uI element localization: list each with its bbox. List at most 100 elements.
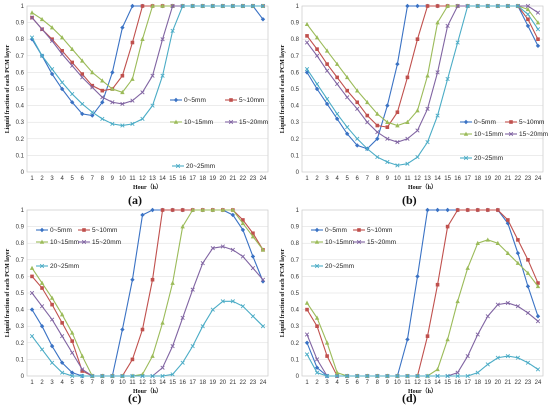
data-point	[395, 373, 400, 379]
data-point	[304, 300, 310, 305]
data-point	[385, 119, 390, 124]
data-point	[365, 113, 370, 118]
data-point	[210, 246, 215, 251]
data-point	[90, 85, 95, 90]
data-point	[304, 66, 310, 72]
data-point	[180, 315, 185, 321]
y-tick-label: 1	[21, 208, 25, 214]
data-point	[220, 244, 225, 249]
data-point	[505, 3, 510, 9]
legend-label: 20~25mm	[325, 263, 354, 270]
y-tick-label: 0.6	[291, 274, 300, 280]
x-tick-label: 13	[424, 176, 431, 182]
x-tick-label: 2	[40, 380, 44, 386]
data-point	[59, 312, 65, 317]
y-tick-label: 0.1	[16, 357, 25, 363]
data-point	[345, 125, 350, 130]
data-point	[345, 95, 350, 100]
data-point	[385, 125, 390, 129]
data-point	[210, 207, 215, 212]
data-point	[334, 370, 340, 375]
x-tick-label: 8	[101, 380, 105, 386]
y-axis-title: Liquid fraction of each PCM layer	[5, 44, 11, 133]
data-point	[70, 91, 75, 97]
legend-entry: 10~15mm	[36, 239, 79, 246]
data-point	[130, 373, 135, 379]
y-tick-label: 0.1	[16, 153, 25, 159]
x-tick-label: 6	[356, 176, 360, 182]
data-point	[29, 265, 35, 270]
data-point	[230, 212, 236, 218]
data-point	[190, 344, 195, 349]
data-point	[365, 146, 370, 151]
data-point	[130, 76, 135, 81]
data-point	[375, 123, 380, 128]
legend-marker	[173, 119, 179, 124]
y-tick-label: 0.8	[291, 37, 300, 43]
x-tick-label: 7	[366, 176, 370, 182]
data-point	[445, 373, 450, 379]
data-point	[324, 96, 330, 102]
legend-marker	[463, 131, 469, 136]
data-point	[250, 314, 256, 319]
y-tick-label: 0.7	[16, 54, 25, 60]
legend-label: 10~15mm	[184, 119, 213, 126]
x-tick-label: 14	[159, 176, 166, 182]
data-point	[70, 350, 75, 355]
data-point	[49, 317, 55, 322]
data-point	[515, 3, 521, 9]
data-point	[60, 334, 65, 339]
x-tick-label: 17	[464, 380, 471, 386]
legend-label: 15~20mm	[519, 131, 548, 138]
data-point	[525, 6, 531, 12]
data-point	[475, 332, 480, 337]
data-point	[69, 370, 75, 375]
data-point	[335, 75, 339, 80]
data-point	[29, 15, 35, 20]
data-point	[180, 224, 185, 229]
data-point	[120, 327, 125, 332]
legend-marker	[173, 97, 179, 103]
data-point	[485, 362, 490, 367]
series-4	[304, 3, 541, 168]
y-tick-label: 0.9	[16, 21, 25, 27]
data-point	[49, 360, 55, 365]
data-point	[314, 35, 320, 40]
data-point	[150, 73, 155, 78]
x-tick-label: 22	[240, 380, 247, 386]
legend-label: 0~5mm	[474, 119, 496, 126]
x-tick-label: 7	[366, 380, 370, 386]
data-point	[455, 40, 460, 45]
legend-marker	[228, 119, 234, 125]
data-point	[220, 207, 226, 212]
x-tick-label: 15	[169, 380, 176, 386]
data-point	[29, 334, 35, 339]
x-tick-label: 2	[40, 176, 44, 182]
legend-entry: 15~20mm	[78, 239, 121, 246]
legend-entry: 20~25mm	[36, 263, 79, 270]
x-tick-label: 16	[179, 380, 186, 386]
y-tick-label: 0	[21, 170, 25, 176]
data-point	[415, 108, 420, 113]
y-tick-label: 0.6	[16, 274, 25, 280]
data-point	[425, 140, 430, 145]
data-point	[80, 111, 85, 117]
data-point	[160, 365, 165, 370]
data-point	[240, 254, 246, 259]
data-point	[324, 48, 330, 53]
data-point	[435, 70, 440, 75]
series-4	[304, 352, 541, 379]
panel-caption-c: (c)	[128, 391, 142, 405]
data-point	[110, 373, 115, 379]
x-tick-label: 5	[346, 380, 350, 386]
x-axis-title: Hour（h）	[408, 387, 437, 395]
data-point	[395, 163, 400, 168]
data-point	[304, 332, 310, 337]
x-tick-label: 14	[434, 380, 441, 386]
x-tick-label: 4	[335, 176, 339, 182]
data-point	[535, 10, 541, 15]
data-point	[355, 136, 360, 141]
data-point	[150, 3, 155, 8]
data-point	[90, 110, 95, 115]
data-point	[190, 207, 195, 212]
